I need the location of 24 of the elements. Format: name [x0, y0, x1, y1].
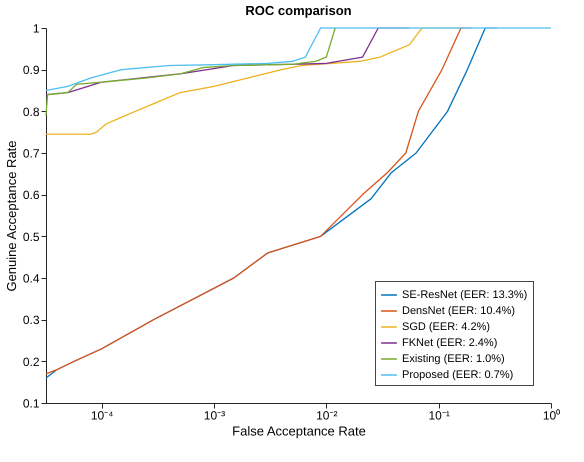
legend-label: DensNet (EER: 10.4%) — [402, 305, 516, 317]
y-tick-label: 0.6 — [22, 188, 40, 202]
x-tick-label: 10⁰ — [542, 408, 560, 422]
y-tick-label: 0.8 — [22, 104, 40, 119]
x-axis-title: False Acceptance Rate — [232, 424, 366, 438]
y-tick-label: 0.5 — [22, 230, 40, 244]
y-tick-label: 0.2 — [22, 354, 40, 369]
y-tick-label: 0.7 — [22, 146, 40, 160]
x-tick-label: 10⁻³ — [204, 408, 226, 422]
y-tick-label: 0.9 — [22, 63, 40, 78]
legend-label: Proposed (EER: 0.7%) — [402, 369, 514, 381]
x-tick-label: 10⁻¹ — [428, 408, 450, 422]
chart-title: ROC comparison — [245, 3, 352, 18]
x-tick-label: 10⁻⁴ — [90, 408, 114, 422]
y-tick-label: 0.1 — [22, 396, 40, 410]
legend-label: Existing (EER: 1.0%) — [402, 353, 505, 365]
y-tick-label: 0.4 — [22, 272, 40, 286]
y-axis-title: Genuine Acceptance Rate — [4, 140, 19, 292]
y-tick-label: 1 — [32, 22, 40, 36]
x-tick-label: 10⁻² — [316, 408, 338, 422]
legend-label: SGD (EER: 4.2%) — [402, 321, 490, 333]
y-tick-label: 0.3 — [22, 313, 40, 328]
legend-label: SE-ResNet (EER: 13.3%) — [402, 289, 528, 301]
legend-label: FKNet (EER: 2.4%) — [402, 337, 498, 349]
